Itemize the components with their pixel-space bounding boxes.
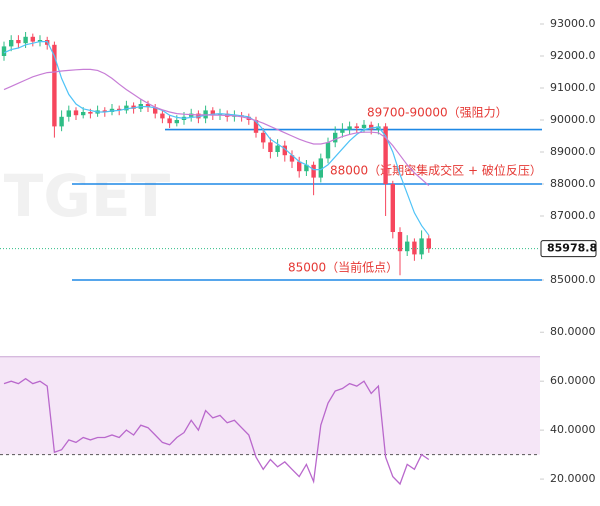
candle-body <box>426 238 431 249</box>
candle-body <box>333 132 338 143</box>
candle-body <box>117 108 122 111</box>
y-tick-label: 87000.0 <box>550 209 596 222</box>
level-label: 89700-90000（强阻力） <box>367 106 508 120</box>
candle-body <box>369 124 374 130</box>
candle-body <box>16 40 21 44</box>
candle-body <box>145 104 151 108</box>
candle-body <box>289 155 295 162</box>
candle-body <box>361 124 367 128</box>
candle-body <box>23 36 28 44</box>
y-tick-label: 93000.0 <box>550 17 596 30</box>
candle-body <box>9 40 14 47</box>
candle-body <box>390 184 395 232</box>
candle-body <box>210 110 215 116</box>
y-tick-label: 90000.0 <box>550 113 596 126</box>
candle-body <box>66 110 71 117</box>
candle-body <box>282 145 287 156</box>
candle-body <box>124 105 129 111</box>
rsi-band <box>0 356 540 455</box>
candle-body <box>88 112 93 114</box>
candle-body <box>1 46 7 56</box>
candle-body <box>419 238 424 255</box>
y-tick-label: 89000.0 <box>550 145 596 158</box>
candle-body <box>412 241 417 255</box>
y-tick-label: 88000.0 <box>550 177 596 190</box>
candle-body <box>383 126 388 184</box>
candle-body <box>37 40 43 42</box>
last-price-label: 85978.8 <box>547 242 597 255</box>
candle-body <box>318 158 323 178</box>
rsi-line <box>3 377 430 486</box>
y-tick-label: 60.0000 <box>550 374 596 387</box>
y-tick-label: 85000.0 <box>550 273 596 286</box>
last-price-box <box>540 240 597 258</box>
candle-body <box>102 110 107 112</box>
candle-body <box>325 142 331 159</box>
candle-body <box>160 113 165 119</box>
candle-body <box>405 241 410 252</box>
candle-body <box>397 232 403 252</box>
moving-average <box>3 41 430 236</box>
y-tick-label: 91000.0 <box>550 81 596 94</box>
y-tick-label: 40.0000 <box>550 423 596 436</box>
candle-body <box>376 126 381 130</box>
candle-body <box>52 44 57 127</box>
candle-body <box>174 120 179 124</box>
candle-body <box>253 120 259 133</box>
candle-body <box>30 36 35 42</box>
candle-body <box>304 164 309 172</box>
candle-body <box>354 126 359 128</box>
y-tick-label: 80.0000 <box>550 325 596 338</box>
candle-body <box>311 164 316 178</box>
candle-body <box>347 126 352 130</box>
candle-body <box>153 107 158 114</box>
candle-body <box>217 113 223 116</box>
level-label: 85000（当前低点） <box>288 260 398 275</box>
candle-body <box>196 113 201 119</box>
y-tick-label: 92000.0 <box>550 49 596 62</box>
moving-average <box>3 68 430 187</box>
candle-body <box>297 161 302 172</box>
candle-body <box>261 132 266 143</box>
candle-body <box>340 129 345 133</box>
candle-body <box>59 116 64 127</box>
candle-body <box>81 112 86 116</box>
candle-body <box>268 142 273 152</box>
candle-body <box>73 110 79 116</box>
candle-body <box>167 118 172 124</box>
level-label: 88000（近期密集成交区 + 破位反压） <box>330 163 542 178</box>
watermark: BITGET <box>0 162 171 230</box>
y-tick-label: 20.0000 <box>550 472 596 485</box>
candle-body <box>275 145 280 152</box>
